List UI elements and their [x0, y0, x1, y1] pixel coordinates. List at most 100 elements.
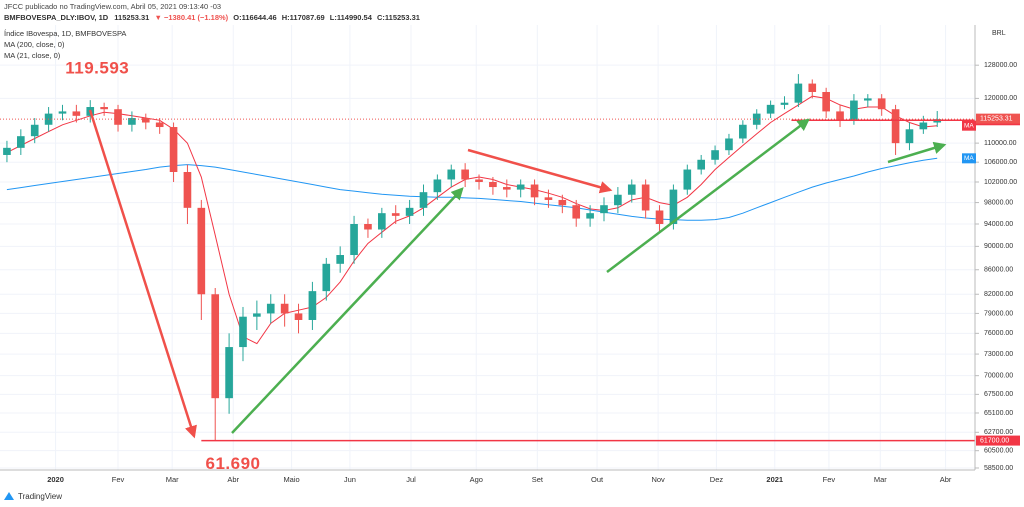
candle-body: [433, 179, 442, 193]
ma-tag: [962, 120, 976, 131]
candle-body: [155, 122, 164, 128]
candle-body: [808, 83, 817, 92]
y-tick-label: 58500.00: [984, 465, 1013, 472]
candle-body: [30, 124, 39, 137]
candle-body: [530, 184, 539, 198]
candle-body: [364, 224, 372, 230]
candle-body: [183, 171, 192, 208]
candle-body: [572, 205, 581, 219]
x-tick-label: Jul: [406, 475, 416, 484]
x-tick-label: Fev: [823, 475, 836, 484]
candle-body: [863, 98, 872, 101]
moving-average: [6, 157, 938, 221]
candle-body: [891, 109, 900, 144]
brand: TradingView: [18, 492, 62, 501]
candle-body: [516, 184, 525, 190]
moving-average: [6, 95, 938, 345]
close: C:115253.31: [377, 13, 420, 22]
logo: TradingView: [4, 492, 62, 501]
candle-body: [447, 169, 456, 180]
candle-body: [905, 129, 914, 144]
price-tag-label: 61700.00: [980, 437, 1009, 444]
candle-body: [58, 111, 67, 114]
price-tag: [976, 113, 1020, 124]
candle-body: [114, 109, 122, 125]
y-tick-label: 65100.00: [984, 410, 1013, 417]
candle-body: [711, 150, 719, 160]
x-tick-label: Nov: [651, 475, 665, 484]
candle-body: [836, 111, 844, 121]
red-arrow: [467, 148, 613, 194]
candle-body: [877, 98, 886, 110]
candle-body: [197, 207, 206, 295]
candle-body: [419, 192, 428, 208]
x-tick-label: Jun: [344, 475, 356, 484]
candle-body: [544, 197, 553, 200]
y-tick-label: 79000.00: [984, 310, 1013, 317]
candle-body: [225, 347, 233, 399]
candle-body: [683, 169, 692, 190]
axes: 128000.00 120000.00 110000.00 106000.00 1020…: [47, 62, 1020, 484]
ma-tag: [962, 153, 976, 164]
candle-body: [17, 136, 25, 148]
high: H:117087.69: [282, 13, 325, 22]
ma-tag-label: MA: [964, 122, 974, 129]
candle-body: [350, 224, 358, 256]
x-tick-label: Out: [591, 475, 604, 484]
candle-body: [641, 184, 650, 211]
candle-body: [725, 138, 733, 151]
candle-body: [614, 194, 622, 206]
candle-body: [627, 184, 636, 195]
y-tick-label: 73000.00: [984, 351, 1013, 358]
y-tick-label: 106000.00: [984, 159, 1017, 166]
candle-body: [600, 205, 608, 214]
y-tick-label: 98000.00: [984, 199, 1013, 206]
x-tick-label: Mar: [166, 475, 179, 484]
candle-body: [128, 118, 136, 125]
y-tick-label: 90000.00: [984, 243, 1013, 250]
candle-body: [919, 122, 928, 130]
annotation: 119.593: [65, 59, 129, 78]
publisher: JFCC publicado no TradingView.com, Abril…: [4, 2, 221, 11]
green-arrow: [606, 118, 810, 273]
y-tick-label: 110000.00: [984, 140, 1017, 147]
candle-body: [739, 124, 747, 139]
candle-body: [502, 187, 511, 190]
x-tick-label: Maio: [283, 475, 299, 484]
logo-icon: [4, 492, 14, 500]
x-tick-label: Ago: [470, 475, 483, 484]
green-arrow: [231, 187, 464, 434]
candle-body: [669, 189, 678, 225]
candle-body: [322, 263, 331, 292]
drawings: [88, 109, 947, 439]
candle-body: [239, 316, 247, 348]
candle-body: [489, 181, 497, 188]
candle-body: [655, 210, 664, 225]
candle-body: [780, 102, 789, 105]
y-tick-label: 76000.00: [984, 330, 1013, 337]
y-tick-label: 70000.00: [984, 372, 1013, 379]
plot: 119.593 61.690: [0, 59, 975, 473]
x-tick-label: Abr: [940, 475, 952, 484]
x-tick-label: Abr: [227, 475, 239, 484]
candle-body: [169, 127, 178, 172]
candle-body: [766, 104, 775, 114]
candle-body: [405, 207, 414, 216]
legend-instrument: Índice IBovespa, 1D, BMFBOVESPA: [4, 29, 126, 38]
price: 115253.31: [114, 13, 149, 22]
change: ▼ −1380.41 (−1.18%): [154, 13, 228, 22]
candle-body: [697, 159, 706, 170]
y-tick-label: 128000.00: [984, 62, 1017, 69]
candle-body: [253, 313, 261, 317]
candle-body: [336, 255, 344, 264]
y-tick-label: 60500.00: [984, 448, 1013, 455]
low: L:114990.54: [330, 13, 373, 22]
candle-body: [294, 313, 303, 320]
candle-body: [475, 179, 483, 182]
x-tick-label: Fev: [112, 475, 125, 484]
candle-body: [141, 118, 150, 123]
legend-entry: MA (200, close, 0): [4, 40, 65, 49]
candle-body: [794, 83, 803, 103]
